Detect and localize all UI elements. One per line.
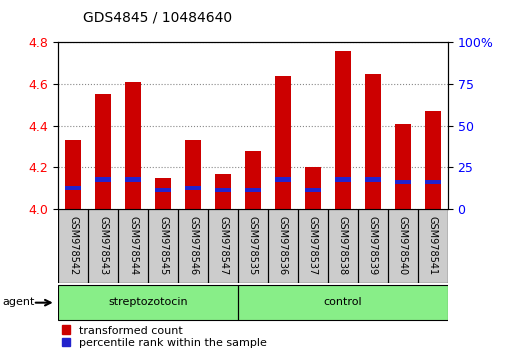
- Text: GSM978541: GSM978541: [427, 216, 437, 276]
- Bar: [148, 209, 178, 283]
- Bar: [327, 209, 357, 283]
- Bar: [237, 285, 447, 320]
- Bar: [297, 209, 327, 283]
- Bar: [184, 186, 201, 190]
- Bar: [424, 111, 440, 209]
- Bar: [394, 180, 410, 184]
- Text: GSM978547: GSM978547: [218, 216, 228, 276]
- Bar: [208, 209, 237, 283]
- Bar: [214, 188, 231, 192]
- Bar: [178, 209, 208, 283]
- Bar: [237, 209, 268, 283]
- Text: GSM978545: GSM978545: [158, 216, 168, 276]
- Bar: [58, 285, 237, 320]
- Bar: [334, 177, 350, 182]
- Bar: [58, 209, 88, 283]
- Bar: [304, 167, 321, 209]
- Bar: [148, 209, 178, 283]
- Bar: [237, 209, 268, 283]
- Bar: [424, 180, 440, 184]
- Bar: [118, 209, 148, 283]
- Bar: [357, 209, 387, 283]
- Bar: [274, 76, 291, 209]
- Text: GSM978542: GSM978542: [68, 216, 78, 276]
- Bar: [387, 209, 417, 283]
- Legend: transformed count, percentile rank within the sample: transformed count, percentile rank withi…: [59, 323, 269, 350]
- Bar: [88, 209, 118, 283]
- Text: GSM978546: GSM978546: [188, 216, 197, 276]
- Text: GSM978543: GSM978543: [98, 216, 108, 276]
- Bar: [387, 209, 417, 283]
- Bar: [88, 209, 118, 283]
- Bar: [155, 188, 171, 192]
- Text: streptozotocin: streptozotocin: [108, 297, 187, 307]
- Text: GSM978538: GSM978538: [337, 216, 347, 276]
- Bar: [244, 150, 261, 209]
- Text: GSM978535: GSM978535: [247, 216, 258, 276]
- Bar: [58, 209, 88, 283]
- Bar: [357, 209, 387, 283]
- Text: GSM978544: GSM978544: [128, 216, 138, 276]
- Bar: [184, 140, 201, 209]
- Text: GSM978540: GSM978540: [397, 216, 407, 276]
- Bar: [208, 209, 237, 283]
- Bar: [155, 178, 171, 209]
- Text: GSM978539: GSM978539: [367, 216, 377, 276]
- Bar: [394, 124, 410, 209]
- Text: GSM978536: GSM978536: [277, 216, 287, 276]
- Bar: [304, 188, 321, 192]
- Bar: [297, 209, 327, 283]
- Bar: [364, 177, 380, 182]
- Bar: [244, 188, 261, 192]
- Text: GDS4845 / 10484640: GDS4845 / 10484640: [83, 11, 232, 25]
- Bar: [178, 209, 208, 283]
- Text: GSM978537: GSM978537: [308, 216, 317, 276]
- Bar: [364, 74, 380, 209]
- Bar: [417, 209, 447, 283]
- Bar: [268, 209, 297, 283]
- Bar: [118, 209, 148, 283]
- Bar: [95, 95, 111, 209]
- Bar: [95, 177, 111, 182]
- Bar: [125, 177, 141, 182]
- Text: control: control: [323, 297, 362, 307]
- Bar: [125, 82, 141, 209]
- Bar: [327, 209, 357, 283]
- Bar: [58, 285, 237, 320]
- Bar: [214, 173, 231, 209]
- Bar: [334, 51, 350, 209]
- Bar: [65, 186, 81, 190]
- Bar: [237, 285, 447, 320]
- Bar: [274, 177, 291, 182]
- Bar: [417, 209, 447, 283]
- Text: agent: agent: [3, 297, 35, 307]
- Bar: [65, 140, 81, 209]
- Bar: [268, 209, 297, 283]
